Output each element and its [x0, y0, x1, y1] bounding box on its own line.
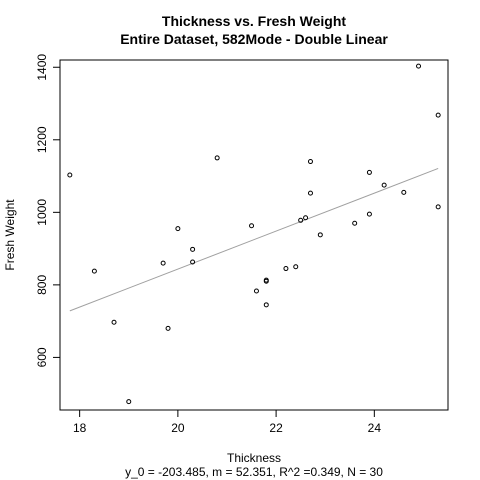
x-tick-label: 22: [269, 421, 283, 435]
data-point: [283, 266, 289, 272]
data-point: [307, 159, 313, 165]
x-tick-label: 20: [171, 421, 185, 435]
chart-title: Thickness vs. Fresh Weight: [162, 13, 346, 29]
data-point: [435, 204, 441, 210]
data-point: [263, 302, 269, 308]
y-axis: 600 800 1000 1200 1400: [35, 54, 60, 367]
data-point: [175, 226, 181, 232]
fit-caption: y_0 = -203.485, m = 52.351, R^2 =0.349, …: [125, 465, 383, 479]
y-tick-label: 1000: [35, 199, 49, 226]
data-point: [190, 259, 196, 265]
data-point: [435, 112, 441, 118]
data-point: [401, 189, 407, 195]
data-point: [214, 155, 220, 161]
regression-line: [69, 167, 439, 312]
plot-frame: [59, 59, 449, 411]
data-point: [91, 268, 97, 274]
data-point: [67, 172, 73, 178]
data-point: [352, 220, 358, 226]
data-point: [253, 288, 259, 294]
data-point: [160, 260, 166, 266]
data-point: [111, 319, 117, 325]
x-axis: 18 20 22 24: [73, 410, 381, 435]
regression-layer: [69, 167, 439, 312]
x-tick-label: 24: [368, 421, 382, 435]
data-point: [416, 63, 422, 69]
data-point: [298, 217, 304, 223]
chart-subtitle: Entire Dataset, 582Mode - Double Linear: [120, 31, 388, 47]
y-tick-label: 1400: [35, 54, 49, 81]
y-tick-label: 1200: [35, 126, 49, 153]
data-point: [263, 277, 269, 283]
data-point: [381, 182, 387, 188]
data-point: [249, 223, 255, 229]
data-point: [126, 399, 132, 405]
x-tick-label: 18: [73, 421, 87, 435]
data-point: [307, 190, 313, 196]
data-point: [165, 325, 171, 331]
data-points: [67, 63, 441, 405]
x-axis-label: Thickness: [227, 451, 281, 465]
y-tick-label: 800: [35, 275, 49, 295]
y-tick-label: 600: [35, 347, 49, 367]
data-point: [190, 246, 196, 252]
data-point: [303, 215, 309, 221]
data-point: [366, 211, 372, 217]
data-point: [366, 169, 372, 175]
data-point: [293, 264, 299, 270]
data-point: [317, 232, 323, 238]
y-axis-label: Fresh Weight: [3, 199, 17, 271]
